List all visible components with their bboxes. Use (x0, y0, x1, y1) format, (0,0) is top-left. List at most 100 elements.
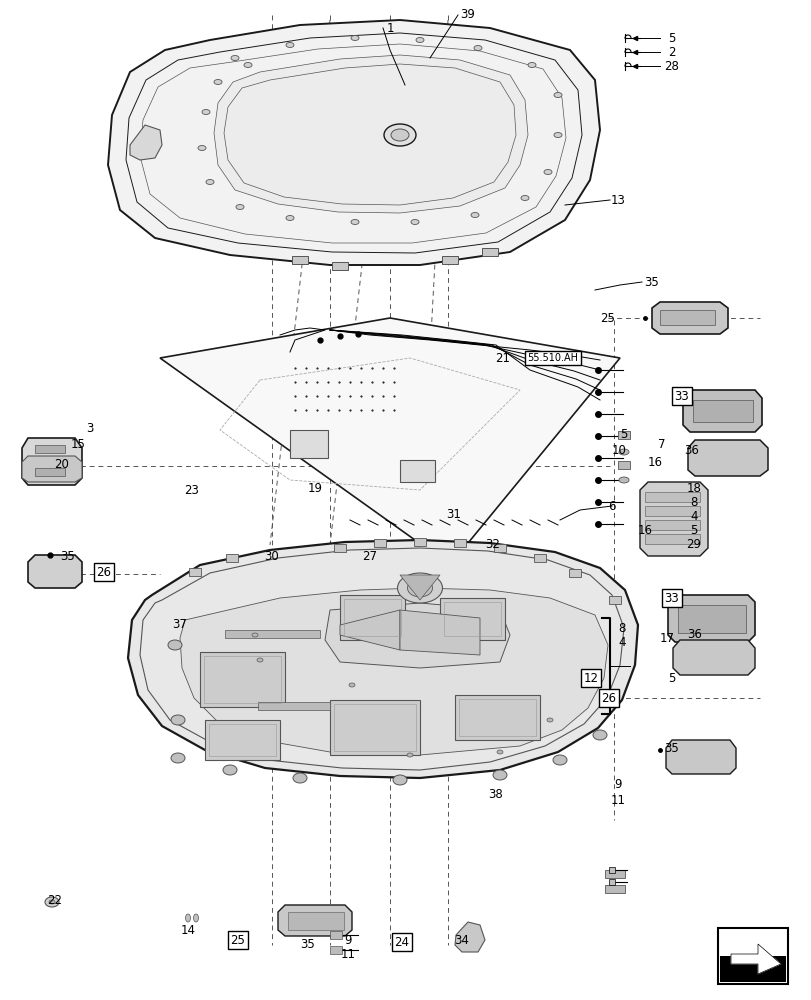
Ellipse shape (236, 205, 243, 210)
Ellipse shape (553, 132, 561, 137)
Bar (534, 554, 545, 562)
Bar (440, 598, 504, 640)
Text: 6: 6 (607, 499, 615, 512)
Text: 38: 38 (488, 788, 503, 802)
Text: 16: 16 (646, 456, 662, 468)
Text: 29: 29 (685, 538, 701, 550)
Bar (677, 605, 745, 633)
Text: 35: 35 (61, 550, 75, 562)
Bar (292, 256, 307, 264)
Ellipse shape (285, 216, 294, 221)
Ellipse shape (384, 124, 415, 146)
Ellipse shape (470, 213, 478, 218)
Text: 5: 5 (667, 672, 675, 684)
Bar (482, 248, 497, 256)
Text: 10: 10 (611, 444, 625, 456)
Polygon shape (180, 588, 607, 755)
Bar (604, 870, 624, 878)
Ellipse shape (171, 753, 185, 763)
Bar (608, 596, 620, 604)
Ellipse shape (406, 753, 413, 757)
Polygon shape (682, 390, 761, 432)
Ellipse shape (198, 145, 206, 150)
Text: 25: 25 (600, 312, 615, 324)
Ellipse shape (391, 129, 409, 141)
Text: 7: 7 (658, 438, 665, 452)
Text: 4: 4 (689, 510, 697, 522)
Polygon shape (324, 603, 509, 668)
Ellipse shape (407, 579, 432, 597)
Ellipse shape (45, 897, 59, 907)
Polygon shape (128, 540, 637, 778)
Text: 9: 9 (344, 934, 351, 946)
Bar (692, 400, 752, 422)
Text: 35: 35 (664, 742, 679, 754)
Text: 2: 2 (667, 45, 675, 58)
Bar (329, 946, 341, 954)
Ellipse shape (193, 914, 198, 922)
Text: 25: 25 (230, 934, 245, 946)
Bar (333, 704, 415, 751)
Polygon shape (454, 922, 484, 952)
Text: 33: 33 (664, 591, 679, 604)
Text: 36: 36 (687, 629, 702, 642)
Text: 28: 28 (663, 60, 679, 73)
Ellipse shape (202, 109, 210, 114)
Ellipse shape (185, 914, 191, 922)
Bar (604, 885, 624, 893)
Text: 11: 11 (610, 794, 624, 806)
Text: 9: 9 (613, 778, 621, 792)
Polygon shape (730, 944, 780, 974)
Ellipse shape (492, 770, 506, 780)
Bar (608, 879, 614, 885)
Bar (333, 544, 345, 552)
Polygon shape (672, 640, 754, 675)
Text: 23: 23 (184, 484, 200, 496)
Text: 15: 15 (71, 438, 85, 450)
Bar (644, 534, 699, 544)
Bar (617, 431, 629, 439)
Ellipse shape (496, 750, 502, 754)
Ellipse shape (293, 773, 307, 783)
Bar (400, 460, 435, 482)
Text: 8: 8 (689, 495, 697, 508)
Text: 5: 5 (620, 428, 627, 442)
Bar (569, 569, 581, 577)
Text: 13: 13 (610, 194, 624, 207)
Text: 34: 34 (454, 934, 469, 946)
Ellipse shape (230, 55, 238, 60)
Polygon shape (639, 482, 707, 556)
Text: 35: 35 (300, 938, 315, 952)
Text: 20: 20 (54, 458, 70, 472)
Text: 39: 39 (460, 8, 475, 21)
Polygon shape (340, 610, 400, 650)
Bar (458, 699, 535, 736)
Bar (441, 256, 457, 264)
Polygon shape (687, 440, 767, 476)
Text: 5: 5 (689, 524, 697, 536)
Text: 27: 27 (362, 550, 377, 562)
Bar (329, 700, 419, 755)
Bar (329, 931, 341, 939)
Bar (374, 539, 385, 547)
Text: 36: 36 (684, 444, 698, 456)
Bar (644, 506, 699, 516)
Text: 12: 12 (583, 672, 598, 684)
Bar (717, 928, 787, 984)
Ellipse shape (592, 730, 607, 740)
Bar (204, 720, 280, 760)
Bar (225, 554, 238, 562)
Ellipse shape (618, 477, 629, 483)
Text: 22: 22 (47, 894, 62, 906)
Polygon shape (108, 20, 599, 265)
Ellipse shape (543, 169, 551, 174)
Bar (414, 538, 426, 546)
Bar (444, 602, 500, 636)
Text: 24: 24 (394, 936, 409, 948)
Text: 4: 4 (617, 637, 625, 650)
Bar (644, 520, 699, 530)
Text: 19: 19 (307, 482, 322, 494)
Ellipse shape (410, 220, 418, 225)
Polygon shape (130, 125, 162, 160)
Bar (340, 595, 405, 640)
